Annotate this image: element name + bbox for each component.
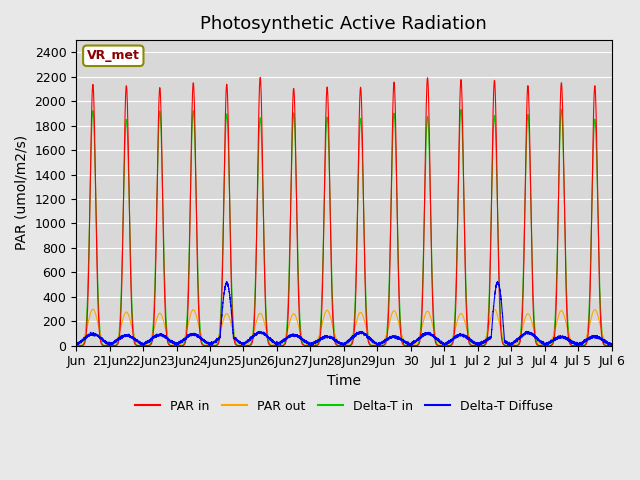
Line: Delta-T Diffuse: Delta-T Diffuse: [76, 282, 612, 346]
PAR in: [608, 343, 616, 348]
Delta-T Diffuse: [474, 341, 482, 347]
X-axis label: Time: Time: [327, 374, 361, 388]
PAR in: [474, 343, 482, 348]
Legend: PAR in, PAR out, Delta-T in, Delta-T Diffuse: PAR in, PAR out, Delta-T in, Delta-T Dif…: [130, 395, 558, 418]
Delta-T Diffuse: [540, 340, 547, 346]
PAR out: [608, 343, 616, 348]
Delta-T Diffuse: [72, 341, 80, 347]
Delta-T in: [557, 106, 565, 112]
PAR out: [72, 343, 80, 348]
Line: PAR out: PAR out: [76, 309, 612, 346]
Delta-T in: [539, 343, 547, 348]
PAR in: [211, 343, 219, 348]
Delta-T in: [608, 343, 616, 348]
Line: Delta-T in: Delta-T in: [76, 109, 612, 346]
Delta-T Diffuse: [237, 339, 244, 345]
PAR in: [91, 146, 99, 152]
PAR out: [211, 341, 219, 347]
PAR in: [237, 343, 244, 348]
Delta-T in: [312, 342, 320, 348]
Text: VR_met: VR_met: [87, 49, 140, 62]
Delta-T Diffuse: [211, 338, 219, 344]
PAR in: [312, 343, 320, 348]
Delta-T Diffuse: [312, 340, 320, 346]
Delta-T in: [211, 343, 219, 348]
Line: PAR in: PAR in: [76, 77, 612, 346]
PAR in: [257, 74, 264, 80]
Delta-T in: [237, 343, 244, 348]
PAR out: [312, 339, 320, 345]
Delta-T Diffuse: [493, 279, 501, 285]
Title: Photosynthetic Active Radiation: Photosynthetic Active Radiation: [200, 15, 487, 33]
PAR in: [540, 343, 547, 348]
Delta-T in: [72, 343, 80, 348]
PAR in: [72, 343, 80, 348]
Delta-T in: [91, 155, 99, 161]
PAR out: [89, 306, 97, 312]
Delta-T in: [474, 343, 482, 348]
Delta-T Diffuse: [608, 343, 616, 348]
Delta-T Diffuse: [91, 332, 99, 337]
PAR out: [91, 309, 99, 315]
Delta-T Diffuse: [474, 343, 481, 348]
PAR out: [474, 343, 482, 348]
PAR out: [540, 342, 547, 348]
PAR out: [237, 342, 244, 348]
Y-axis label: PAR (umol/m2/s): PAR (umol/m2/s): [15, 135, 29, 251]
